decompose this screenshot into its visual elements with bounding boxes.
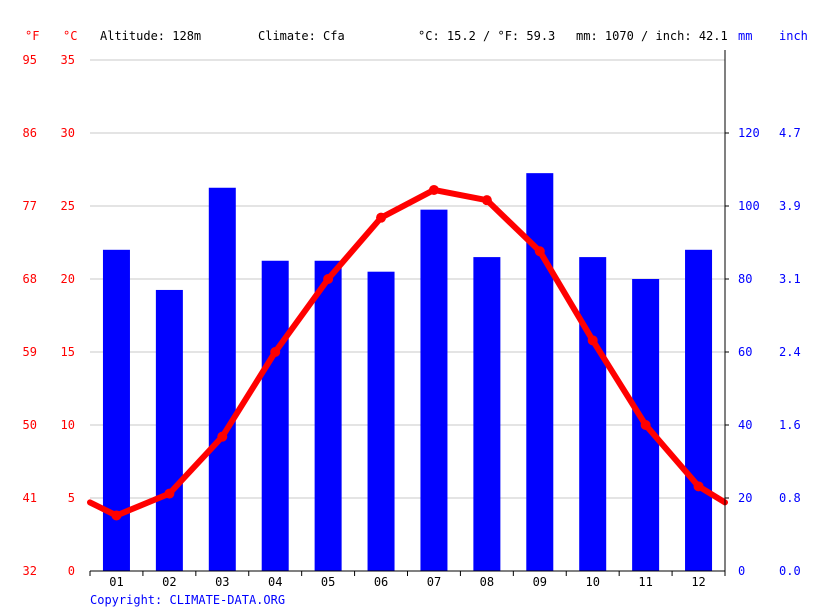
month-label: 03	[215, 575, 229, 589]
temperature-point	[376, 212, 387, 223]
temperature-point	[428, 184, 439, 195]
tick-label-celsius: 25	[61, 199, 75, 213]
tick-label-celsius: 10	[61, 418, 75, 432]
precipitation-bars	[102, 173, 713, 572]
precipitation-bar	[685, 249, 713, 572]
tick-label-celsius: 30	[61, 126, 75, 140]
average-temperature-label: °C: 15.2 / °F: 59.3	[418, 29, 555, 43]
grid-lines	[90, 59, 725, 499]
altitude-label: Altitude: 128m	[100, 29, 201, 43]
copyright-label: Copyright: CLIMATE-DATA.ORG	[90, 593, 285, 607]
precipitation-bar	[261, 260, 289, 571]
tick-label-mm: 0	[738, 564, 745, 578]
tick-label-fahrenheit: 32	[23, 564, 37, 578]
month-label: 09	[533, 575, 547, 589]
tick-label-fahrenheit: 86	[23, 126, 37, 140]
temperature-point	[587, 335, 598, 346]
tick-label-mm: 120	[738, 126, 760, 140]
tick-label-mm: 80	[738, 272, 752, 286]
temperature-point	[217, 431, 228, 442]
climate-label: Climate: Cfa	[258, 29, 345, 43]
tick-label-mm: 100	[738, 199, 760, 213]
precipitation-bar	[367, 271, 395, 571]
month-label: 05	[321, 575, 335, 589]
tick-label-inch: 3.9	[779, 199, 801, 213]
temperature-point	[693, 481, 704, 492]
tick-label-inch: 3.1	[779, 272, 801, 286]
precipitation-total-label: mm: 1070 / inch: 42.1	[576, 29, 728, 43]
tick-label-fahrenheit: 77	[23, 199, 37, 213]
precipitation-bar	[102, 249, 130, 572]
unit-celsius-label: °C	[63, 29, 77, 43]
tick-label-fahrenheit: 50	[23, 418, 37, 432]
month-label: 11	[638, 575, 652, 589]
precipitation-bar	[155, 289, 183, 571]
temperature-point	[164, 488, 175, 499]
unit-fahrenheit-label: °F	[25, 29, 39, 43]
tick-label-celsius: 15	[61, 345, 75, 359]
tick-label-mm: 40	[738, 418, 752, 432]
tick-label-inch: 2.4	[779, 345, 801, 359]
month-label: 04	[268, 575, 282, 589]
unit-mm-label: mm	[738, 29, 752, 43]
tick-label-celsius: 0	[68, 564, 75, 578]
tick-label-inch: 1.6	[779, 418, 801, 432]
month-label: 07	[427, 575, 441, 589]
precipitation-bar	[579, 257, 607, 571]
tick-label-mm: 60	[738, 345, 752, 359]
tick-label-fahrenheit: 59	[23, 345, 37, 359]
temperature-point	[111, 510, 122, 521]
tick-label-fahrenheit: 68	[23, 272, 37, 286]
month-label: 10	[585, 575, 599, 589]
precipitation-bar	[526, 173, 554, 571]
temperature-point	[481, 195, 492, 206]
precipitation-bar	[314, 260, 342, 571]
unit-inch-label: inch	[779, 29, 808, 43]
temperature-point	[534, 246, 545, 257]
precipitation-bar	[208, 187, 236, 571]
tick-label-mm: 20	[738, 491, 752, 505]
tick-label-inch: 4.7	[779, 126, 801, 140]
tick-label-celsius: 20	[61, 272, 75, 286]
tick-label-celsius: 5	[68, 491, 75, 505]
temperature-line	[87, 184, 728, 521]
tick-labels: 0 32 5 41 10 50 15 59 20 68 25 77 30 86 35 95 0 0.0 20 0.8 4…	[23, 53, 801, 589]
month-label: 08	[480, 575, 494, 589]
axes	[89, 50, 729, 576]
tick-label-inch: 0.0	[779, 564, 801, 578]
month-label: 06	[374, 575, 388, 589]
month-label: 02	[162, 575, 176, 589]
tick-label-fahrenheit: 95	[23, 53, 37, 67]
precipitation-bar	[420, 209, 448, 571]
temperature-line-path	[87, 186, 728, 519]
temperature-point	[270, 347, 281, 357]
tick-label-fahrenheit: 41	[23, 491, 37, 505]
tick-label-inch: 0.8	[779, 491, 801, 505]
month-label: 01	[109, 575, 123, 589]
temperature-point	[640, 420, 651, 430]
tick-label-celsius: 35	[61, 53, 75, 67]
temperature-point	[323, 274, 334, 284]
precipitation-bar	[473, 257, 501, 571]
month-label: 12	[691, 575, 705, 589]
